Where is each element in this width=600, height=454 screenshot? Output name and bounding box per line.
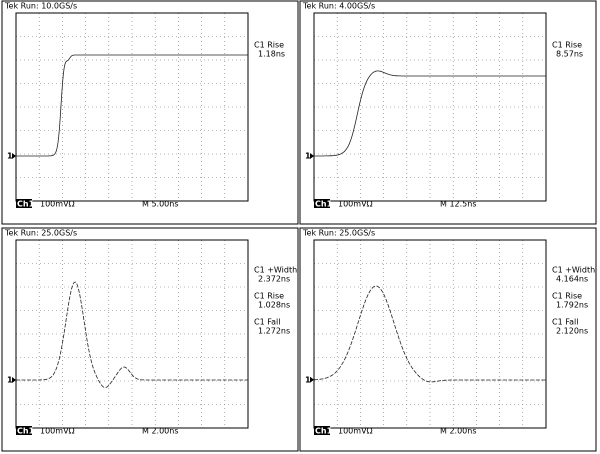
ground-arrow bbox=[310, 152, 314, 159]
scale: 100mVΩ bbox=[40, 200, 75, 209]
channel: Ch1 bbox=[315, 427, 333, 436]
measurement-label: C1 Fall bbox=[552, 318, 578, 327]
measurement-value: 2.120ns bbox=[556, 327, 588, 336]
header: Tek Run: 25.0GS/s bbox=[4, 229, 77, 238]
scale: 100mVΩ bbox=[40, 427, 75, 436]
ground-marker: 1 bbox=[305, 151, 311, 160]
ground-arrow bbox=[310, 376, 314, 383]
graticule bbox=[15, 239, 249, 429]
measurement-label: C1 Rise bbox=[254, 41, 284, 50]
panel-frame bbox=[299, 0, 597, 225]
panel-frame bbox=[1, 227, 299, 452]
timebase: M 12.5ns bbox=[440, 200, 477, 209]
graticule bbox=[15, 12, 249, 202]
measurement-label: C1 +Width bbox=[254, 266, 297, 275]
scale: 100mVΩ bbox=[338, 427, 373, 436]
measurement-value: 1.272ns bbox=[258, 327, 290, 336]
trace bbox=[313, 285, 546, 383]
ground-marker: 1 bbox=[7, 376, 13, 385]
channel-badge bbox=[314, 426, 330, 435]
header: Tek Run: 4.00GS/s bbox=[302, 2, 375, 11]
trace bbox=[314, 70, 546, 157]
measurement-label: C1 Rise bbox=[552, 41, 582, 50]
measurement-value: 1.792ns bbox=[556, 301, 588, 310]
measurement-value: 4.164ns bbox=[556, 275, 588, 284]
header: Tek Run: 10.0GS/s bbox=[4, 2, 77, 11]
header: Tek Run: 25.0GS/s bbox=[302, 229, 375, 238]
channel-badge bbox=[16, 426, 32, 435]
measurement-value: 1.18ns bbox=[258, 50, 285, 59]
channel: Ch1 bbox=[17, 427, 35, 436]
trace bbox=[16, 281, 248, 388]
ground-marker: 1 bbox=[7, 152, 13, 161]
channel-badge bbox=[16, 199, 32, 208]
timebase: M 5.00ns bbox=[142, 200, 179, 209]
measurement-value: 2.372ns bbox=[258, 275, 290, 284]
graticule bbox=[313, 12, 547, 202]
measurement-value: 8.57ns bbox=[556, 50, 583, 59]
graticule bbox=[313, 239, 547, 429]
timebase: M 2.00ns bbox=[142, 427, 179, 436]
measurement-label: C1 +Width bbox=[552, 266, 595, 275]
timebase: M 2.00ns bbox=[440, 427, 477, 436]
panel-frame bbox=[1, 0, 299, 225]
ground-arrow bbox=[12, 153, 16, 159]
scale: 100mVΩ bbox=[338, 200, 373, 209]
ground-marker: 1 bbox=[305, 375, 311, 384]
channel: Ch1 bbox=[17, 200, 35, 209]
channel-badge bbox=[314, 199, 330, 208]
measurement-value: 1.028ns bbox=[258, 301, 290, 310]
channel: Ch1 bbox=[315, 200, 333, 209]
measurement-label: C1 Rise bbox=[254, 292, 284, 301]
panel-frame bbox=[299, 227, 597, 452]
trace bbox=[16, 54, 248, 157]
measurement-label: C1 Rise bbox=[552, 292, 582, 301]
ground-arrow bbox=[12, 377, 16, 383]
measurement-label: C1 Fall bbox=[254, 318, 280, 327]
